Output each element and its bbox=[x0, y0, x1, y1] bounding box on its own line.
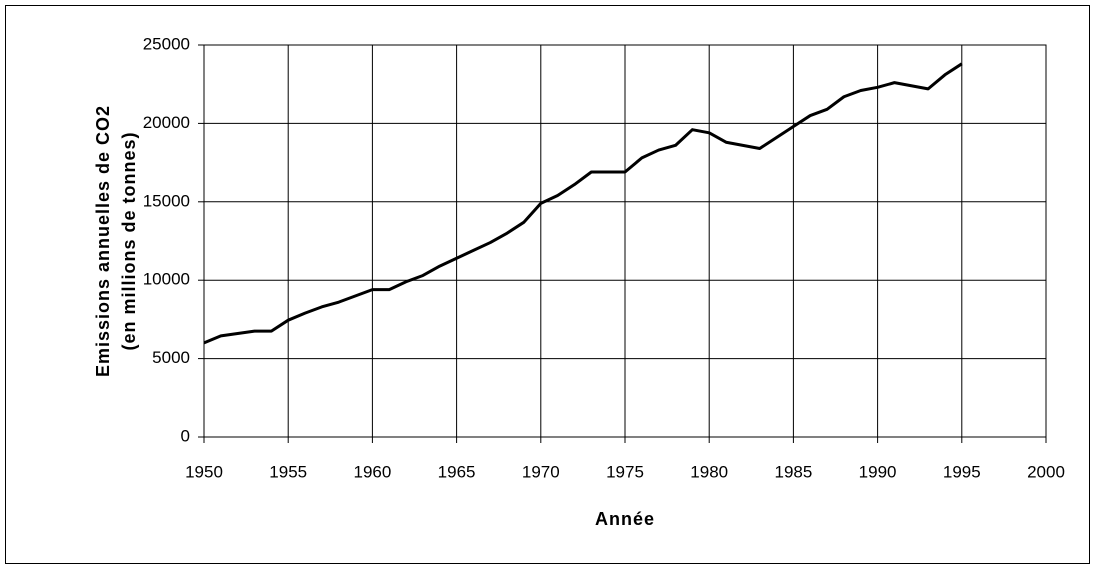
x-tick-label: 1950 bbox=[185, 462, 223, 481]
y-axis-label: (en millions de tonnes) bbox=[119, 131, 139, 350]
x-tick-label: 2000 bbox=[1027, 462, 1065, 481]
x-tick-label: 1965 bbox=[438, 462, 476, 481]
x-tick-label: 1975 bbox=[606, 462, 644, 481]
x-tick-label: 1980 bbox=[690, 462, 728, 481]
x-tick-label: 1995 bbox=[943, 462, 981, 481]
data-line bbox=[203, 62, 963, 345]
x-axis-label: Année bbox=[595, 509, 655, 529]
y-tick-label: 5000 bbox=[152, 348, 190, 367]
y-tick-label: 15000 bbox=[143, 191, 190, 210]
plot-frame bbox=[203, 44, 1047, 438]
x-tick-label: 1970 bbox=[522, 462, 560, 481]
x-tick-label: 1985 bbox=[774, 462, 812, 481]
x-tick-label: 1960 bbox=[353, 462, 391, 481]
y-tick-label: 0 bbox=[181, 426, 190, 445]
x-tick-label: 1990 bbox=[859, 462, 897, 481]
y-tick-label: 10000 bbox=[143, 270, 190, 289]
x-tick-label: 1955 bbox=[269, 462, 307, 481]
y-tick-label: 20000 bbox=[143, 113, 190, 132]
y-axis-label: Emissions annuelles de CO2 bbox=[93, 105, 113, 377]
chart-frame bbox=[5, 5, 1090, 564]
y-tick-label: 25000 bbox=[143, 34, 190, 53]
